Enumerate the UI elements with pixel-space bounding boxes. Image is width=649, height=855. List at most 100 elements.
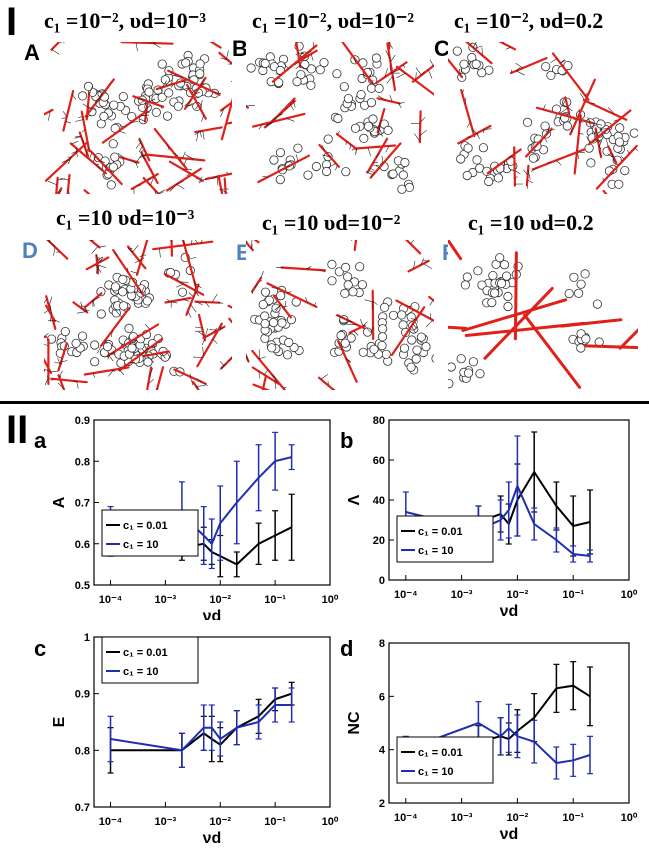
filament-spike (144, 105, 147, 115)
chart-d: 10⁻⁴ 10⁻³ 10⁻² 10⁻¹ 10⁰ 2 4 6 8 νd NC c₁ = 0.01 c₁ =… (346, 638, 638, 843)
filament-spike (48, 296, 53, 307)
filament-spike (200, 240, 203, 244)
filament-spike (372, 300, 378, 305)
filament (72, 301, 89, 314)
filament-spike (88, 85, 93, 96)
filament-spike (138, 140, 143, 146)
filament-spike (414, 133, 421, 142)
filament-spike (140, 100, 146, 103)
cell-circle (160, 75, 170, 85)
filament-spike (389, 94, 393, 102)
filament-spike (182, 151, 186, 159)
filament-spike (466, 121, 471, 128)
legend-label: c₁ = 10 (418, 545, 453, 557)
cell-circle (258, 299, 268, 310)
y-tick-label: 0.9 (75, 689, 90, 701)
legend-box (396, 736, 494, 784)
cell-circle (334, 267, 344, 277)
filament (483, 286, 554, 360)
filament-spike (580, 120, 583, 124)
cell-circle (377, 341, 387, 351)
filament-spike (464, 97, 466, 104)
filament-spike (173, 152, 178, 157)
filament-spike (258, 371, 261, 379)
filament-spike (44, 368, 51, 372)
filament-spike (137, 350, 141, 356)
filament (407, 259, 430, 273)
filament-spike (95, 163, 100, 166)
filament-spike (118, 130, 126, 134)
filament-spike (545, 130, 549, 133)
cell-circle (371, 53, 381, 63)
filament-spike (96, 90, 106, 92)
filament-spike (385, 145, 390, 153)
x-tick-label: 10⁻³ (155, 594, 177, 606)
cell-circle (83, 81, 94, 92)
filament (143, 103, 149, 123)
cell-circle (323, 134, 333, 144)
filament-spike (96, 89, 103, 95)
filament-spike (48, 319, 55, 321)
cell-circle (341, 262, 351, 273)
legend-box (101, 509, 199, 557)
filament (46, 240, 69, 260)
filament-spike (211, 176, 218, 180)
filament (353, 144, 397, 150)
cell-circle (144, 87, 154, 97)
cell-circle (319, 58, 329, 68)
chart-letter-c: c (34, 636, 47, 661)
filament (186, 83, 207, 120)
cell-circle (569, 272, 579, 282)
cell-circle (592, 299, 602, 309)
cell-circle (157, 92, 167, 102)
filament-spike (195, 105, 199, 110)
x-tick-label: 10⁻² (507, 812, 529, 824)
cell-circle (388, 310, 399, 320)
filament-spike (162, 80, 167, 88)
filament-spike (146, 355, 155, 363)
chart-letter-d: d (340, 636, 354, 661)
filament-spike (212, 338, 218, 344)
filament-spike (587, 117, 591, 123)
filament-spike (86, 114, 91, 118)
y-tick-label: 0.7 (75, 802, 90, 814)
panel-header-B: c₁ =10⁻², υd=10⁻² (252, 8, 415, 33)
filament (44, 108, 54, 116)
filament-spike (67, 191, 71, 194)
filament-spike (65, 121, 72, 124)
filament-spike (397, 102, 402, 108)
filament-spike (335, 347, 343, 351)
filament (138, 137, 151, 162)
series-line (110, 692, 292, 752)
filament-spike (194, 240, 199, 244)
cell-circle (581, 334, 591, 344)
cell-circle (164, 88, 174, 98)
cell-circle (452, 46, 462, 56)
cell-circle (404, 182, 414, 192)
filament-spike (105, 166, 110, 168)
x-tick-label: 10⁻² (507, 589, 529, 601)
filament-spike (384, 68, 388, 78)
cell-circle (400, 157, 410, 168)
cell-circle (493, 173, 504, 183)
x-tick-label: 10⁻² (209, 816, 231, 828)
cell-circle (269, 155, 279, 165)
filament-spike (246, 354, 248, 358)
cell-circle (127, 343, 137, 353)
cell-circle (540, 121, 550, 131)
filament-spike (265, 121, 274, 128)
filament-spike (82, 103, 89, 108)
filament-spike (173, 75, 183, 78)
filament-spike (634, 147, 638, 152)
filament-spike (607, 153, 615, 159)
filament-spike (275, 73, 282, 75)
y-tick-label: 8 (379, 638, 385, 650)
filament-spike (481, 47, 483, 56)
filament-spike (202, 346, 204, 356)
y-tick-label: 0.9 (75, 415, 90, 427)
filament-spike (595, 138, 602, 143)
filament-spike (300, 51, 308, 57)
filament (266, 282, 318, 309)
filament-spike (359, 318, 364, 327)
y-axis-label: A (51, 496, 68, 508)
